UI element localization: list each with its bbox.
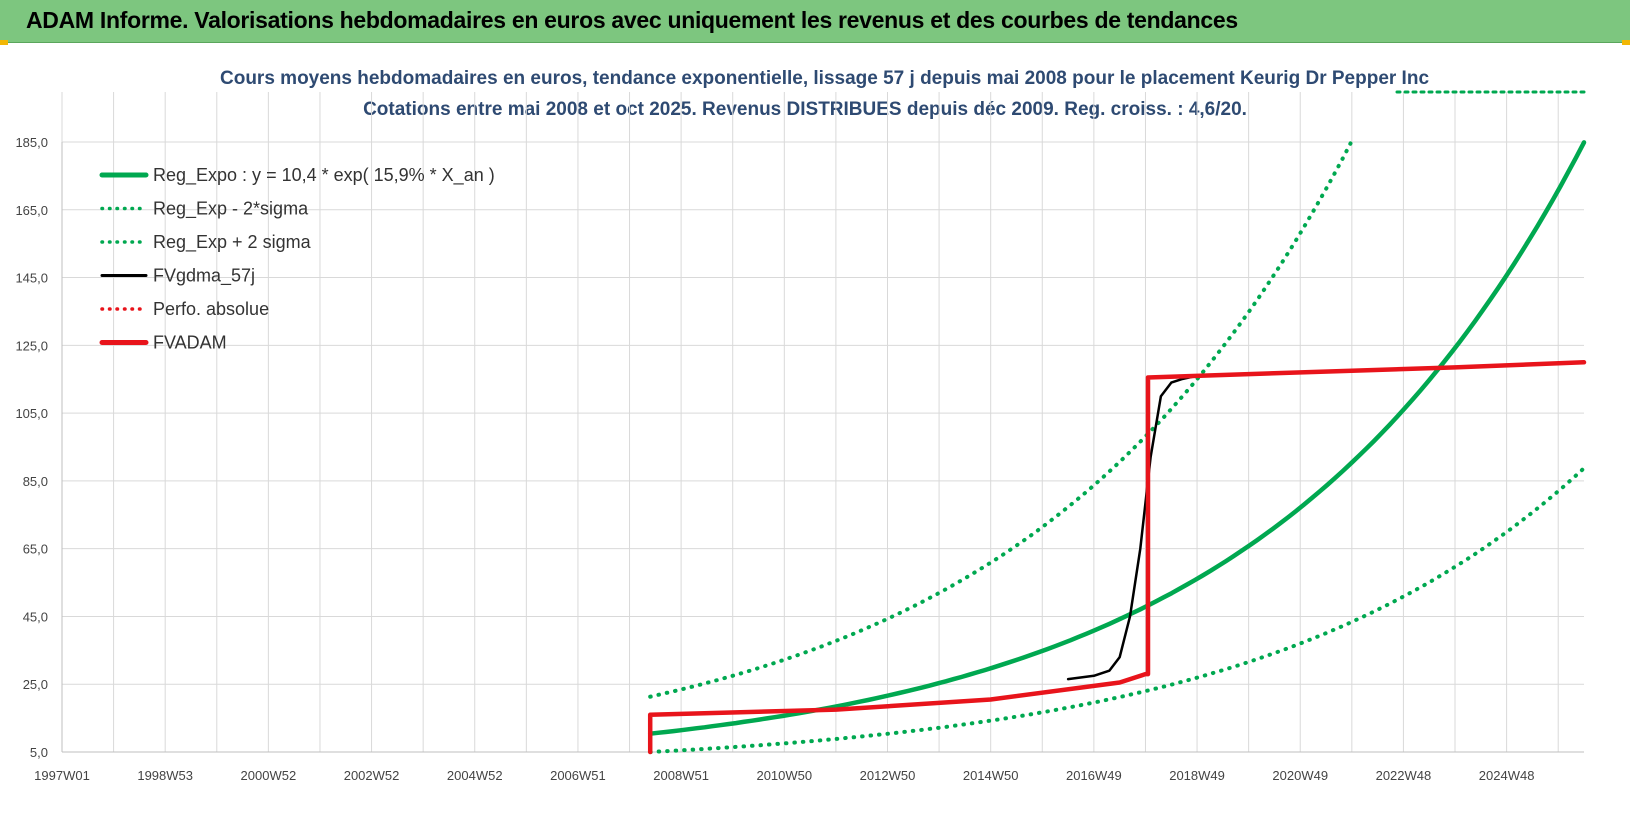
corner-marker: [0, 40, 8, 45]
series-line-3: [1066, 374, 1199, 681]
x-tick-label: 2010W50: [756, 768, 812, 783]
x-tick-label: 2004W52: [447, 768, 503, 783]
x-tick-label: 2000W52: [241, 768, 297, 783]
x-tick-label: 2014W50: [963, 768, 1019, 783]
x-tick-label: 2006W51: [550, 768, 606, 783]
y-tick-label: 65,0: [23, 542, 48, 557]
report-header: ADAM Informe. Valorisations hebdomadaire…: [0, 0, 1630, 43]
y-axis-ticks: 5,0 25,0 45,0 65,0 85,0 105,0 125,0 145,0 165,0 1…: [15, 135, 48, 760]
legend-label-3: FVgdma_57j: [153, 266, 255, 287]
x-axis-ticks: 1997W01 1998W53 2000W52 2002W52 2004W52 2006W…: [34, 768, 1534, 783]
series-line-2: [648, 141, 1353, 699]
series-line-5: [647, 360, 1587, 755]
x-tick-label: 2024W48: [1479, 768, 1535, 783]
chart-title-line-2: Cotations entre mai 2008 et oct 2025. Re…: [363, 99, 1247, 120]
y-tick-label: 45,0: [23, 609, 48, 624]
x-tick-label: 1998W53: [137, 768, 193, 783]
legend: Reg_Expo : y = 10,4 * exp( 15,9% * X_an …: [99, 165, 495, 353]
x-tick-label: 2002W52: [344, 768, 400, 783]
x-tick-label: 1997W01: [34, 768, 90, 783]
x-tick-label: 2022W48: [1376, 768, 1432, 783]
legend-label-1: Reg_Exp - 2*sigma: [153, 199, 309, 220]
report-title: ADAM Informe. Valorisations hebdomadaire…: [26, 7, 1238, 33]
y-tick-label: 125,0: [15, 338, 48, 353]
x-tick-label: 2008W51: [653, 768, 709, 783]
legend-label-5: FVADAM: [153, 333, 227, 353]
y-tick-label: 105,0: [15, 406, 48, 421]
y-tick-label: 5,0: [30, 745, 48, 760]
legend-label-2: Reg_Exp + 2 sigma: [153, 232, 312, 253]
x-tick-label: 2020W49: [1272, 768, 1328, 783]
x-tick-label: 2018W49: [1169, 768, 1225, 783]
y-tick-label: 85,0: [23, 474, 48, 489]
legend-label-0: Reg_Expo : y = 10,4 * exp( 15,9% * X_an …: [153, 165, 495, 186]
x-tick-label: 2012W50: [860, 768, 916, 783]
chart-title-line-1: Cours moyens hebdomadaires en euros, ten…: [220, 68, 1430, 89]
legend-label-4: Perfo. absolue: [153, 299, 269, 319]
y-tick-label: 165,0: [15, 203, 48, 218]
series-line-0: [647, 140, 1587, 736]
x-tick-label: 2016W49: [1066, 768, 1122, 783]
grid-lines: [61, 92, 1584, 753]
y-tick-label: 25,0: [23, 677, 48, 692]
series-lines: [647, 140, 1587, 755]
corner-marker: [1622, 40, 1630, 45]
y-tick-label: 185,0: [15, 135, 48, 150]
y-tick-label: 145,0: [15, 271, 48, 286]
